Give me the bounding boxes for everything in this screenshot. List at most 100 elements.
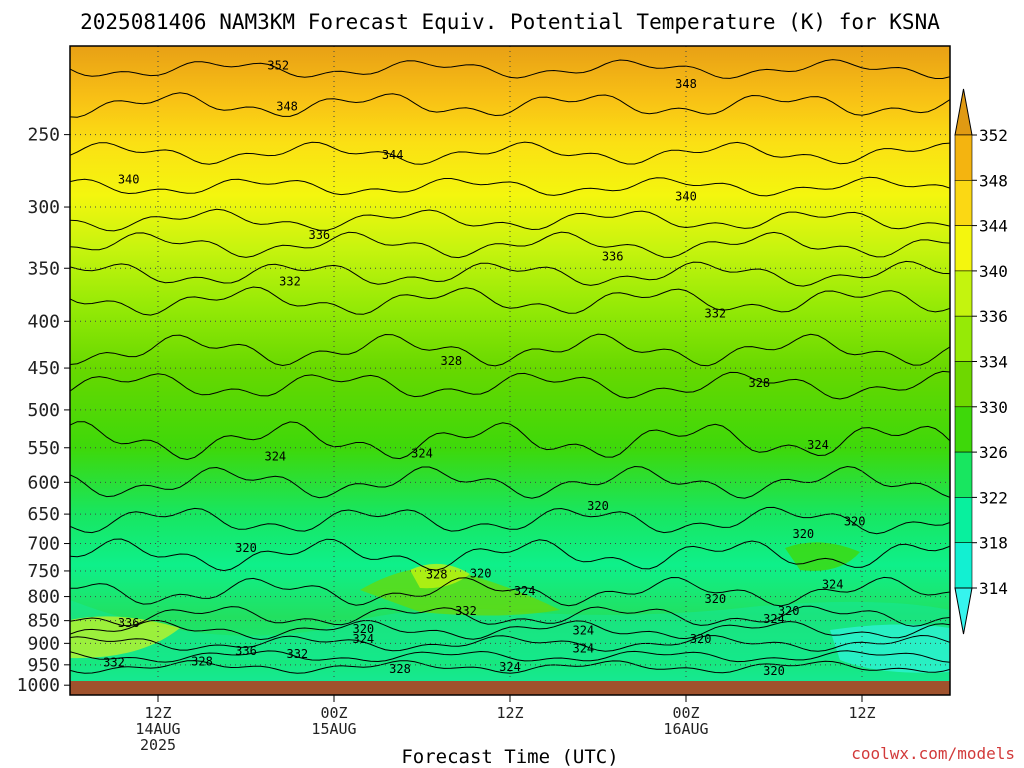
contour-label: 348 — [276, 100, 298, 114]
contour-label: 340 — [118, 173, 140, 187]
contour-label-text: 332 — [455, 604, 477, 618]
contour-label-text: 340 — [118, 173, 140, 187]
surface-cool-patch — [830, 624, 950, 673]
pressure-tick-label: 950 — [27, 655, 60, 676]
contour-label: 320 — [235, 541, 257, 555]
contour-label: 324 — [411, 446, 433, 460]
contour-label: 320 — [792, 527, 814, 541]
pressure-tick-label: 600 — [27, 472, 60, 493]
contour-label-text: 324 — [572, 642, 594, 656]
pressure-tick-label: 400 — [27, 311, 60, 332]
contour-label-text: 324 — [264, 449, 286, 463]
contour-line — [70, 92, 950, 118]
colorbar-tick-label: 336 — [979, 307, 1008, 326]
contour-label-text: 336 — [602, 250, 624, 264]
contour-label: 336 — [602, 250, 624, 264]
contour-label: 320 — [763, 664, 785, 678]
contour-line — [70, 333, 950, 367]
contour-label: 324 — [499, 660, 521, 674]
contour-label: 324 — [352, 632, 374, 646]
colorbar-tick-label: 330 — [979, 398, 1008, 417]
colorbar-tick-label: 340 — [979, 262, 1008, 281]
credit-text[interactable]: coolwx.com/models — [851, 744, 1015, 763]
surface-warm-patch — [70, 616, 180, 659]
contour-label-text: 324 — [822, 577, 844, 591]
warm-pocket — [360, 567, 560, 616]
contour-line — [70, 208, 950, 232]
pressure-tick-label: 650 — [27, 504, 60, 525]
contour-line — [70, 506, 950, 535]
contour-label: 332 — [286, 647, 308, 661]
contour-label: 324 — [822, 577, 844, 591]
contour-label-text: 332 — [286, 647, 308, 661]
contour-label-text: 340 — [675, 189, 697, 203]
pressure-tick-label: 250 — [27, 125, 60, 146]
contour-label-text: 324 — [572, 623, 594, 637]
colorbar-bottom-arrow — [954, 587, 973, 635]
contour-label: 328 — [426, 568, 448, 582]
contour-label-text: 348 — [276, 100, 298, 114]
time-tick-label: 14AUG — [135, 720, 180, 738]
contour-label: 336 — [308, 228, 330, 242]
contour-label: 320 — [587, 499, 609, 513]
pressure-axis: 2503003504004505005506006507007508008509… — [17, 125, 70, 696]
colorbar-segment — [954, 406, 973, 453]
time-tick-label: 00Z — [320, 704, 347, 722]
contour-label: 320 — [704, 592, 726, 606]
pressure-tick-label: 300 — [27, 197, 60, 218]
contour-label-text: 324 — [807, 438, 829, 452]
contour-label: 320 — [470, 567, 492, 581]
contour-label: 328 — [440, 354, 462, 368]
contour-label-text: 320 — [470, 567, 492, 581]
contour-label: 340 — [675, 189, 697, 203]
colorbar-tick-label: 348 — [979, 171, 1008, 190]
contour-label: 320 — [778, 604, 800, 618]
warm-core — [410, 563, 470, 589]
colorbar-segment — [954, 134, 973, 181]
contour-label-text: 324 — [514, 584, 536, 598]
time-tick-label: 2025 — [140, 736, 176, 754]
colorbar-segment — [954, 451, 973, 498]
colorbar: 352 348 344 340 336 334 330 326 322 318 314 — [954, 88, 1008, 635]
contour-label-text: 320 — [235, 541, 257, 555]
contour-label: 324 — [572, 642, 594, 656]
colorbar-tick-label: 344 — [979, 217, 1008, 236]
pressure-tick-label: 550 — [27, 438, 60, 459]
time-tick-label: 00Z — [672, 704, 699, 722]
time-tick-label: 12Z — [848, 704, 875, 722]
contour-line — [70, 59, 950, 79]
colorbar-tick-label: 314 — [979, 579, 1008, 598]
contour-line — [70, 231, 950, 259]
pressure-tick-label: 350 — [27, 258, 60, 279]
contour-line — [70, 619, 950, 641]
contour-label-text: 320 — [763, 664, 785, 678]
pressure-tick-label: 450 — [27, 358, 60, 379]
contour-label-text: 352 — [267, 58, 289, 72]
contour-line — [70, 576, 950, 607]
contour-label: 332 — [704, 306, 726, 320]
contour-label: 336 — [118, 616, 140, 630]
contour-label: 324 — [572, 623, 594, 637]
chart-title: 2025081406 NAM3KM Forecast Equiv. Potent… — [80, 10, 940, 34]
contour-line — [70, 260, 950, 287]
time-tick-label: 12Z — [496, 704, 523, 722]
contour-label-text: 328 — [389, 662, 411, 676]
colorbar-segment — [954, 270, 973, 317]
contour-label: 324 — [514, 584, 536, 598]
contour-label-text: 332 — [279, 275, 301, 289]
colorbar-tick-label: 322 — [979, 488, 1008, 507]
contour-label: 320 — [844, 514, 866, 528]
x-axis-label: Forecast Time (UTC) — [401, 746, 618, 768]
contour-label-text: 324 — [763, 612, 785, 626]
contour-label-text: 332 — [103, 656, 125, 670]
contour-label-text: 328 — [426, 568, 448, 582]
contour-line — [70, 650, 950, 663]
time-tick-label: 16AUG — [663, 720, 708, 738]
contour-label-text: 320 — [690, 632, 712, 646]
contour-label: 352 — [267, 58, 289, 72]
contour-label-text: 328 — [748, 376, 770, 390]
pressure-tick-label: 850 — [27, 611, 60, 632]
pressure-tick-label: 750 — [27, 561, 60, 582]
